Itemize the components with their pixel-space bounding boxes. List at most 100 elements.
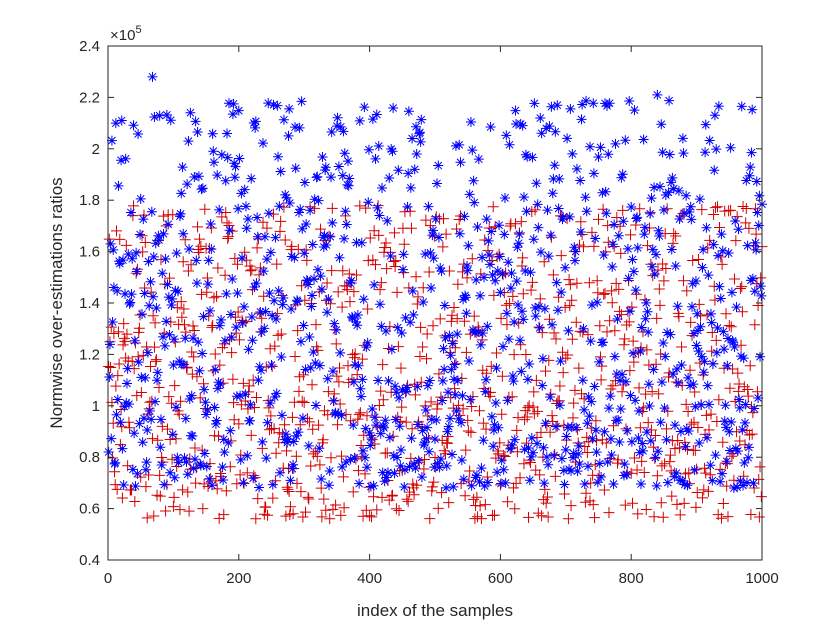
blue-asterisk-point bbox=[698, 244, 709, 255]
red-plus-point bbox=[434, 313, 446, 325]
blue-asterisk-point bbox=[259, 231, 270, 242]
blue-asterisk-point bbox=[492, 266, 503, 277]
red-plus-point bbox=[303, 416, 315, 428]
red-plus-point bbox=[655, 348, 667, 360]
blue-asterisk-point bbox=[693, 346, 704, 357]
blue-asterisk-point bbox=[155, 414, 166, 425]
y-tick-label: 1 bbox=[92, 398, 100, 415]
red-plus-point bbox=[424, 220, 436, 232]
blue-asterisk-point bbox=[602, 456, 613, 467]
red-plus-point bbox=[648, 511, 660, 523]
blue-asterisk-point bbox=[608, 479, 619, 490]
red-plus-point bbox=[485, 386, 497, 398]
blue-asterisk-point bbox=[555, 356, 566, 367]
blue-asterisk-point bbox=[681, 190, 692, 201]
blue-asterisk-point bbox=[346, 275, 357, 286]
red-plus-point bbox=[219, 269, 231, 281]
blue-asterisk-point bbox=[668, 183, 679, 194]
blue-asterisk-point bbox=[142, 347, 153, 358]
blue-asterisk-point bbox=[254, 482, 265, 493]
blue-asterisk-point bbox=[617, 169, 628, 180]
red-plus-point bbox=[668, 228, 680, 240]
blue-asterisk-point bbox=[253, 375, 264, 386]
blue-asterisk-point bbox=[250, 116, 261, 127]
red-plus-point bbox=[596, 360, 608, 372]
red-plus-point bbox=[712, 201, 724, 213]
blue-asterisk-point bbox=[629, 105, 640, 116]
blue-asterisk-point bbox=[473, 327, 484, 338]
red-plus-point bbox=[547, 269, 559, 281]
blue-asterisk-point bbox=[169, 472, 180, 483]
blue-asterisk-point bbox=[442, 426, 453, 437]
blue-asterisk-point bbox=[645, 208, 656, 219]
blue-asterisk-point bbox=[630, 395, 641, 406]
blue-asterisk-point bbox=[685, 380, 696, 391]
blue-asterisk-point bbox=[490, 275, 501, 286]
blue-asterisk-point bbox=[730, 215, 741, 226]
red-plus-point bbox=[653, 283, 665, 295]
red-plus-point bbox=[455, 478, 467, 490]
red-plus-point bbox=[286, 411, 298, 423]
blue-asterisk-point bbox=[612, 313, 623, 324]
blue-asterisk-point bbox=[463, 240, 474, 251]
blue-asterisk-point bbox=[450, 389, 461, 400]
blue-asterisk-point bbox=[582, 418, 593, 429]
blue-asterisk-point bbox=[216, 314, 227, 325]
red-plus-point bbox=[588, 240, 600, 252]
blue-asterisk-point bbox=[400, 312, 411, 323]
blue-asterisk-point bbox=[173, 457, 184, 468]
red-plus-point bbox=[245, 429, 257, 441]
blue-asterisk-point bbox=[111, 409, 122, 420]
red-plus-point bbox=[342, 360, 354, 372]
red-plus-point bbox=[134, 309, 146, 321]
red-plus-point bbox=[681, 285, 693, 297]
red-plus-point bbox=[427, 320, 439, 332]
red-plus-point bbox=[445, 315, 457, 327]
blue-asterisk-point bbox=[416, 114, 427, 125]
blue-asterisk-point bbox=[482, 321, 493, 332]
blue-asterisk-point bbox=[524, 358, 535, 369]
blue-asterisk-point bbox=[289, 252, 300, 263]
red-plus-point bbox=[421, 328, 433, 340]
red-plus-point bbox=[680, 398, 692, 410]
red-plus-point bbox=[544, 426, 556, 438]
red-plus-point bbox=[565, 500, 577, 512]
blue-asterisk-point bbox=[411, 149, 422, 160]
blue-asterisk-point bbox=[592, 297, 603, 308]
blue-asterisk-point bbox=[293, 427, 304, 438]
red-plus-point bbox=[477, 417, 489, 429]
red-plus-point bbox=[113, 358, 125, 370]
blue-asterisk-point bbox=[330, 407, 341, 418]
blue-asterisk-point bbox=[204, 474, 215, 485]
blue-asterisk-point bbox=[705, 460, 716, 471]
red-plus-point bbox=[154, 469, 166, 481]
red-plus-point bbox=[481, 367, 493, 379]
blue-asterisk-point bbox=[625, 390, 636, 401]
blue-asterisk-point bbox=[705, 308, 716, 319]
red-plus-point bbox=[607, 380, 619, 392]
blue-asterisk-point bbox=[208, 157, 219, 168]
blue-asterisk-point bbox=[526, 432, 537, 443]
red-plus-point bbox=[722, 511, 734, 523]
red-plus-point bbox=[409, 389, 421, 401]
red-plus-point bbox=[521, 411, 533, 423]
red-plus-point bbox=[417, 341, 429, 353]
red-plus-point bbox=[492, 445, 504, 457]
blue-asterisk-point bbox=[296, 96, 307, 107]
red-plus-point bbox=[723, 320, 735, 332]
blue-asterisk-point bbox=[707, 475, 718, 486]
red-plus-point bbox=[372, 200, 384, 212]
red-plus-point bbox=[628, 452, 640, 464]
blue-asterisk-point bbox=[572, 466, 583, 477]
red-plus-point bbox=[163, 391, 175, 403]
blue-asterisk-point bbox=[579, 479, 590, 490]
blue-asterisk-point bbox=[672, 301, 683, 312]
red-plus-point bbox=[651, 470, 663, 482]
blue-asterisk-point bbox=[566, 465, 577, 476]
blue-asterisk-point bbox=[579, 404, 590, 415]
red-plus-point bbox=[657, 511, 669, 523]
blue-asterisk-point bbox=[593, 152, 604, 163]
red-plus-point bbox=[234, 469, 246, 481]
red-plus-point bbox=[674, 442, 686, 454]
